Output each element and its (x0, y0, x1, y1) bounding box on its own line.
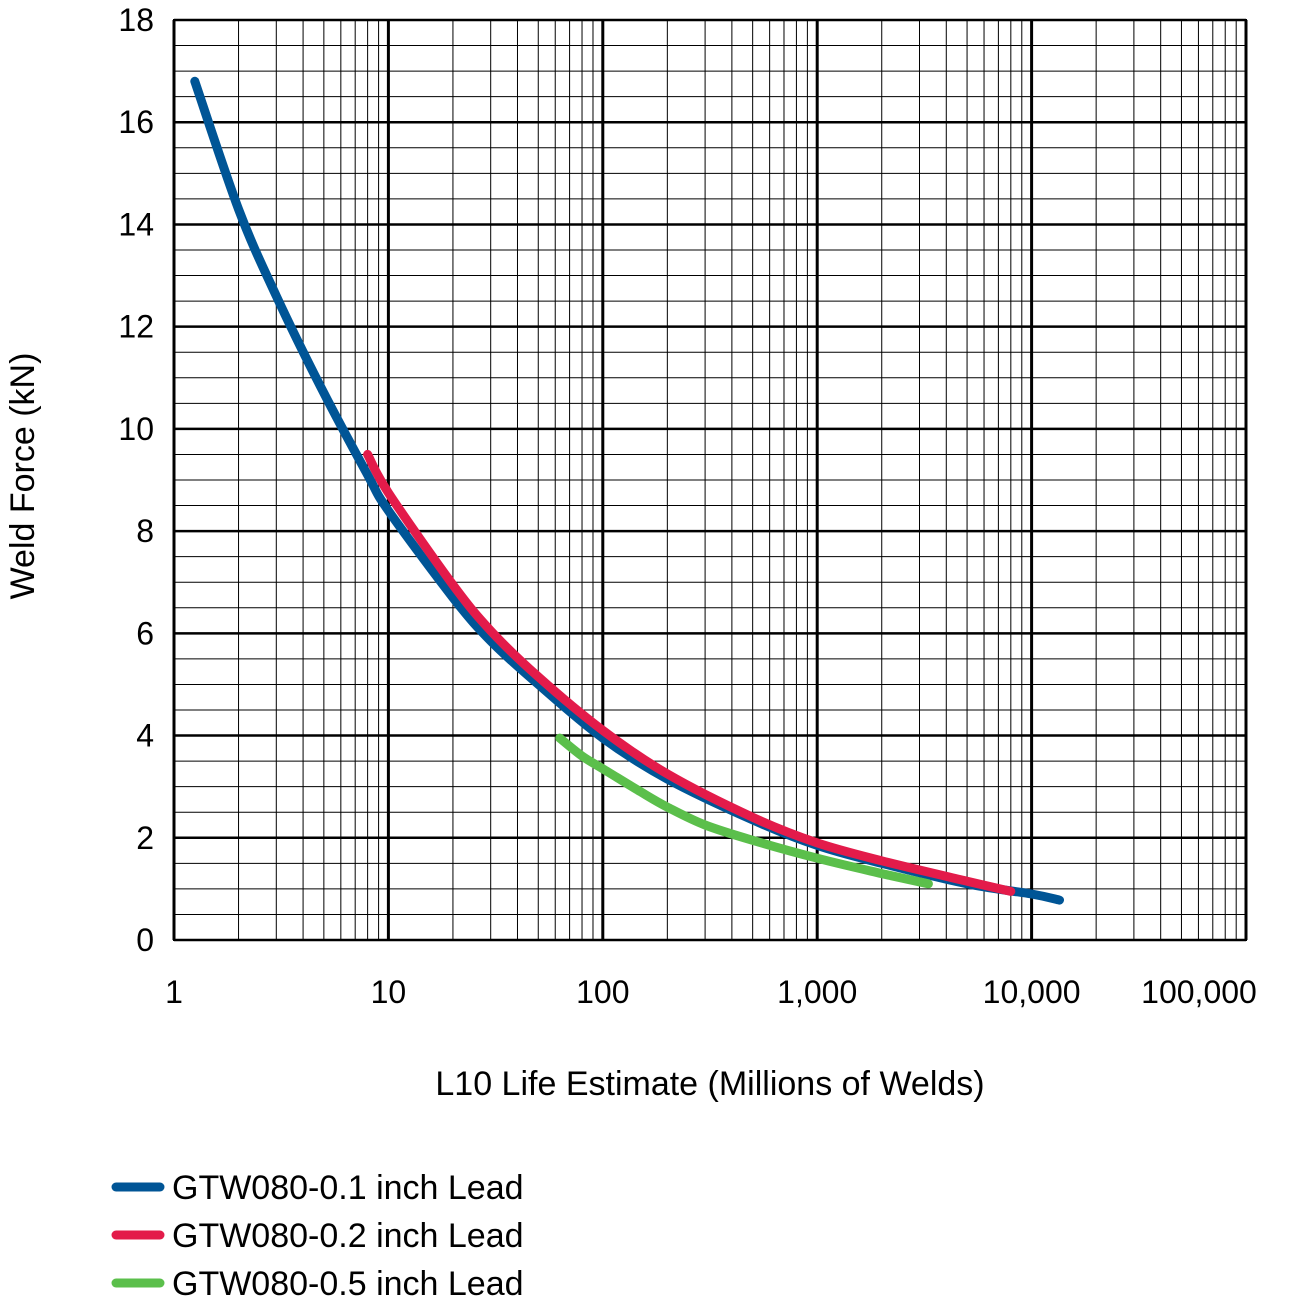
y-tick-label: 2 (136, 820, 154, 856)
x-tick-labels: 1 10 100 1,000 10,000 100,000 (165, 974, 1257, 1010)
x-axis-title: L10 Life Estimate (Millions of Welds) (435, 1065, 984, 1103)
y-tick-label: 16 (118, 104, 154, 140)
y-tick-label: 4 (136, 718, 154, 754)
plot-frame (173, 19, 1247, 941)
y-tick-labels: 0 2 4 6 8 10 12 14 16 18 (118, 2, 154, 958)
x-tick-label: 100,000 (1141, 974, 1257, 1010)
y-tick-label: 0 (136, 922, 154, 958)
y-tick-label: 14 (118, 206, 154, 242)
legend-label-3: GTW080-0.5 inch Lead (172, 1265, 524, 1303)
y-tick-label: 10 (118, 411, 154, 447)
x-tick-label: 10 (371, 974, 407, 1010)
y-tick-label: 8 (136, 513, 154, 549)
x-tick-label: 10,000 (983, 974, 1081, 1010)
x-tick-label: 1,000 (777, 974, 857, 1010)
legend: GTW080-0.1 inch Lead GTW080-0.2 inch Lead… (111, 1169, 524, 1303)
x-tick-label: 1 (165, 974, 183, 1010)
legend-label-1: GTW080-0.1 inch Lead (172, 1169, 524, 1207)
series-line-2 (363, 449, 1016, 896)
series-line-1 (190, 76, 1064, 905)
y-tick-label: 12 (118, 309, 154, 345)
y-tick-label: 6 (136, 615, 154, 651)
legend-label-2: GTW080-0.2 inch Lead (172, 1217, 524, 1255)
y-axis-title: Weld Force (kN) (4, 353, 42, 600)
y-tick-label: 18 (118, 2, 154, 38)
series-line-3 (555, 733, 933, 889)
x-tick-label: 100 (576, 974, 629, 1010)
series-lines (190, 76, 1064, 905)
